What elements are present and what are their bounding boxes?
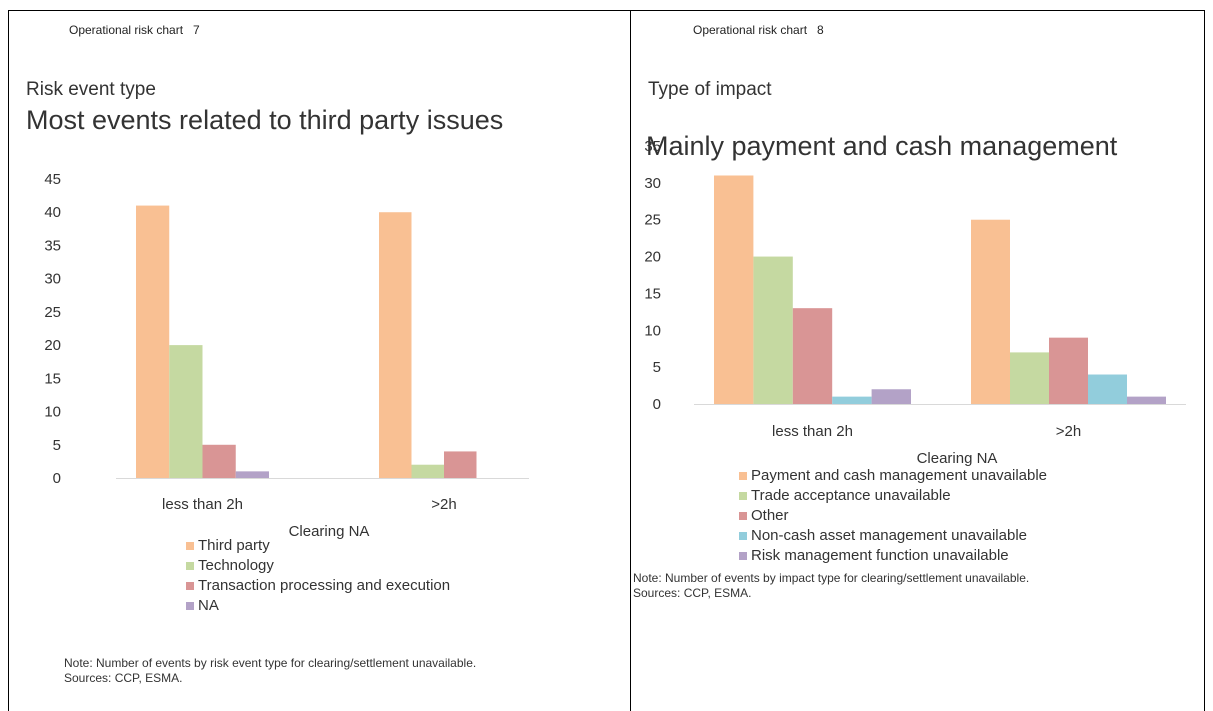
legend-label: Trade acceptance unavailable [751,487,951,504]
y-tick-label: 15 [644,285,661,302]
y-tick-label: 0 [53,470,61,487]
legend-swatch [186,562,194,570]
chart-subtitle: Type of impact [648,79,772,100]
legend-label: Payment and cash management unavailable [751,467,1048,484]
bar [714,175,754,404]
x-tick-label: >2h [431,496,456,513]
bar [832,396,872,404]
legend-swatch [739,532,747,540]
chart-legend: Third party Technology Transaction process… [186,536,450,616]
chart-note: Note: Number of events by impact type fo… [633,571,1029,601]
legend-swatch [186,602,194,610]
chart-legend: Payment and cash management unavailable T… [739,466,1047,566]
y-tick-label: 0 [653,396,661,413]
chart-note: Note: Number of events by risk event typ… [64,656,476,686]
legend-swatch [739,512,747,520]
legend-label: Transaction processing and execution [198,577,451,594]
legend-label: Third party [198,537,270,554]
y-tick-label: 25 [44,304,61,321]
legend-label: Non-cash asset management unavailable [751,527,1027,544]
bar [379,212,412,478]
x-tick-label: less than 2h [162,496,243,513]
bar-chart-type-of-impact: 0 5 10 15 20 25 30 35 less than 2h >2h Clearing NA [644,138,1186,467]
legend-swatch [739,492,747,500]
legend-label: Risk management function unavailable [751,547,1009,564]
bar [411,464,444,478]
chart-subtitle: Risk event type [26,79,156,100]
bar [444,451,477,478]
bar [1127,396,1166,404]
legend-swatch [186,582,194,590]
chart-title: Most events related to third party issue… [26,105,504,135]
y-tick-label: 35 [44,237,61,254]
bar [235,471,269,478]
y-tick-label: 5 [53,437,61,454]
bar [136,205,170,479]
y-tick-label: 40 [44,204,61,221]
bar [871,389,911,404]
legend-item: Payment and cash management unavailable [739,466,1047,486]
chart-number-label: Operational risk chart 7 [69,23,200,37]
legend-item: Transaction processing and execution [186,576,450,596]
bar [169,345,203,478]
bar [202,444,236,478]
legend-item: NA [186,596,450,616]
legend-label: Other [751,507,789,524]
bar [1010,352,1049,404]
y-tick-label: 30 [644,175,661,192]
legend-item: Technology [186,556,450,576]
y-tick-label: 25 [644,212,661,229]
bar-chart-risk-event-type: 0 5 10 15 20 25 30 35 40 45 less than 2h >2h Clearin… [44,171,529,540]
x-tick-label: less than 2h [772,423,853,440]
bar [1049,337,1088,404]
bar [792,308,833,404]
legend-item: Third party [186,536,450,556]
x-axis-title: Clearing NA [917,450,998,467]
x-tick-label: >2h [1056,423,1081,440]
y-tick-label: 15 [44,370,61,387]
y-tick-label: 10 [644,322,661,339]
legend-item: Other [739,506,1047,526]
bar [753,256,793,404]
y-tick-label: 10 [44,404,61,421]
chart-panel-7: Operational risk chart 7 Risk event type… [8,10,631,711]
legend-item: Trade acceptance unavailable [739,486,1047,506]
y-tick-label: 5 [653,359,661,376]
y-tick-label: 30 [44,271,61,288]
bar [971,219,1010,404]
legend-swatch [739,472,747,480]
legend-swatch [186,542,194,550]
legend-item: Non-cash asset management unavailable [739,526,1047,546]
sources-text: Sources: CCP, ESMA. [633,586,752,600]
y-tick-label: 45 [44,171,61,188]
chart-number-label: Operational risk chart 8 [693,23,824,37]
bar [1088,374,1127,404]
chart-title: Mainly payment and cash management [646,131,1118,161]
legend-swatch [739,552,747,560]
chart-panel-8: Operational risk chart 8 Type of impact … [631,10,1205,711]
note-text: Note: Number of events by risk event typ… [64,656,477,670]
y-tick-label: 20 [44,337,61,354]
legend-label: Technology [198,557,274,574]
note-text: Note: Number of events by impact type fo… [633,571,1030,585]
legend-label: NA [198,597,219,614]
sources-text: Sources: CCP, ESMA. [64,671,183,685]
y-tick-label: 20 [644,249,661,266]
x-axis-title: Clearing NA [289,523,370,540]
legend-item: Risk management function unavailable [739,546,1047,566]
y-tick-label: 35 [644,138,661,155]
